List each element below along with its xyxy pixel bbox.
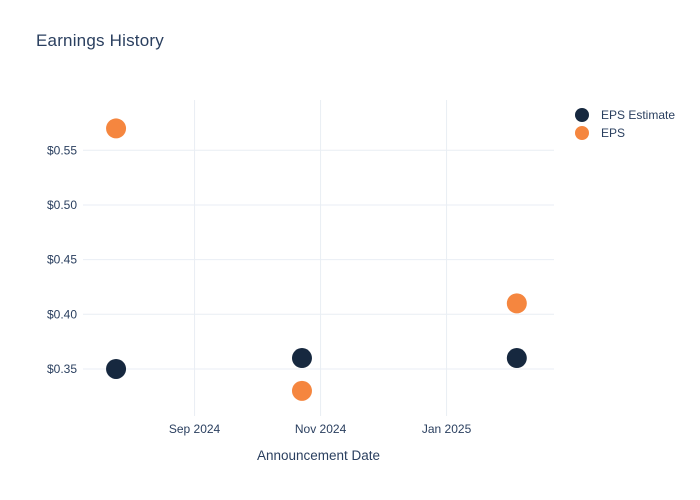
eps-marker[interactable] — [106, 118, 127, 139]
x-tick-label: Nov 2024 — [295, 422, 347, 436]
x-axis-title: Announcement Date — [256, 448, 381, 463]
y-tick-label: $0.50 — [47, 198, 77, 212]
y-tick-label: $0.35 — [47, 362, 77, 376]
eps-marker[interactable] — [291, 380, 312, 401]
eps-estimate-marker[interactable] — [291, 348, 312, 369]
x-tick-label: Sep 2024 — [169, 422, 221, 436]
chart-title: Earnings History — [36, 31, 164, 50]
eps-estimate-marker[interactable] — [106, 358, 127, 379]
eps-swatch-icon — [575, 125, 589, 140]
y-tick-label: $0.40 — [47, 307, 77, 321]
y-tick-label: $0.45 — [47, 253, 77, 267]
x-tick-label: Jan 2025 — [422, 422, 472, 436]
legend-item-eps-estimate[interactable]: EPS Estimate — [575, 107, 675, 122]
eps-marker[interactable] — [506, 293, 527, 314]
legend-label-eps-estimate: EPS Estimate — [601, 107, 676, 122]
legend-item-eps[interactable]: EPS — [575, 125, 675, 140]
legend: EPS Estimate EPS — [575, 107, 675, 140]
eps-estimate-marker[interactable] — [506, 348, 527, 369]
legend-label-eps: EPS — [601, 125, 626, 140]
y-tick-label: $0.55 — [47, 143, 77, 157]
eps-estimate-swatch-icon — [575, 107, 589, 122]
